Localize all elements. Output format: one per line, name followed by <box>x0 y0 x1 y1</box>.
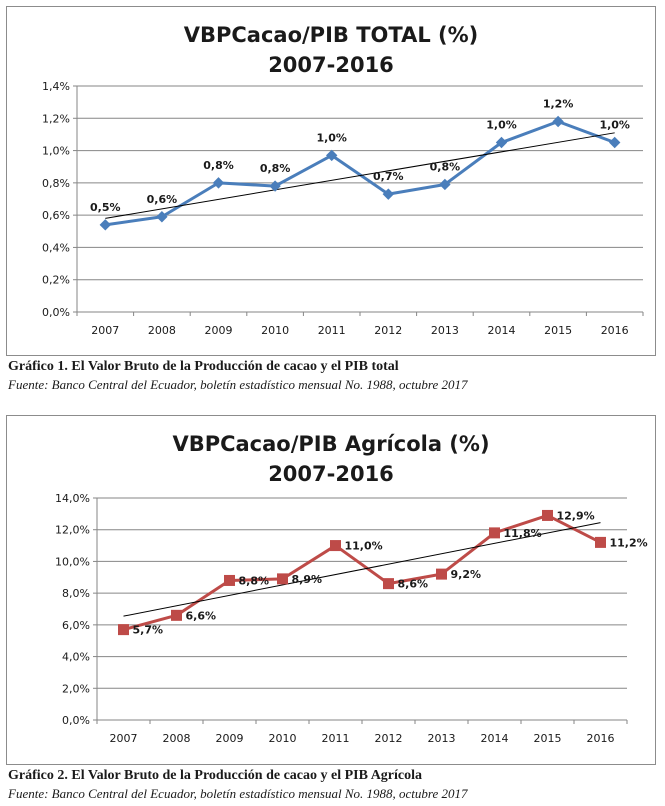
chart-2-x-tick-label: 2015 <box>534 732 562 745</box>
chart-2-data-label: 8,9% <box>292 573 323 586</box>
chart-2-data-label: 11,2% <box>610 536 648 549</box>
chart-2-data-point <box>224 574 235 586</box>
chart-1-plot: 0,0% 0,2% 0,4% 0,6% 0,8% 1,0% 1,2% 1,4% 2007 2008… <box>42 80 644 337</box>
chart-2-data-point <box>436 568 447 580</box>
chart-2-data-label: 8,8% <box>239 574 270 587</box>
chart-1-x-tick-label: 2010 <box>261 324 289 337</box>
chart-2-caption-title: Gráfico 2. El Valor Bruto de la Producci… <box>8 768 423 783</box>
chart-1-x-tick-label: 2013 <box>431 324 459 337</box>
chart-2-trendline <box>123 522 601 617</box>
chart-2-x-tick-label: 2007 <box>110 732 138 745</box>
chart-1-data-point <box>608 136 621 149</box>
chart-1-title-line1: VBPCacao/PIB TOTAL (%) <box>183 23 479 47</box>
chart-2-title-line2: 2007-2016 <box>268 462 394 486</box>
chart-1-y-tick-label: 1,0% <box>42 145 70 158</box>
chart-2-y-tick-label: 4,0% <box>62 651 90 664</box>
chart-2-x-tick-label: 2014 <box>481 732 509 745</box>
chart-1-x-tick-label: 2016 <box>601 324 629 337</box>
chart-1-trendline <box>105 132 615 219</box>
chart-2-x-tick-label: 2012 <box>375 732 403 745</box>
chart-1-y-tick-label: 1,2% <box>42 112 70 125</box>
chart-1-data-label: 1,0% <box>486 119 517 132</box>
chart-1-data-label: 0,5% <box>90 201 121 214</box>
chart-2-data-point <box>330 540 341 552</box>
chart-1-x-tick-label: 2015 <box>544 324 572 337</box>
chart-1-data-label: 0,8% <box>203 159 234 172</box>
chart-2-x-tick-label: 2009 <box>216 732 244 745</box>
chart-1-data-label: 1,0% <box>599 119 630 132</box>
chart-2-y-tick-label: 12,0% <box>55 524 90 537</box>
chart-1-series-line <box>105 120 616 227</box>
chart-2-data-label: 8,6% <box>398 578 429 591</box>
chart-1-title-line2: 2007-2016 <box>268 53 394 77</box>
chart-2-x-tick-label: 2013 <box>428 732 456 745</box>
chart-2-title-line1: VBPCacao/PIB Agrícola (%) <box>172 432 490 456</box>
chart-2-data-label: 12,9% <box>557 509 595 522</box>
chart-1-data-point <box>439 178 451 191</box>
chart-2-data-label: 6,6% <box>186 609 217 622</box>
chart-1-data-label: 0,8% <box>430 160 461 173</box>
chart-1-y-tick-label: 0,2% <box>42 274 70 287</box>
chart-2-data-point <box>171 609 182 621</box>
chart-1-y-tick-label: 0,6% <box>42 209 70 222</box>
chart-1-y-tick-label: 0,0% <box>42 306 70 319</box>
chart-2-data-point <box>595 536 606 548</box>
chart-2-data-label: 11,0% <box>345 540 383 553</box>
chart-2-y-tick-label: 0,0% <box>62 714 90 727</box>
chart-1-data-point <box>99 219 112 231</box>
chart-2-data-label: 9,2% <box>451 568 482 581</box>
chart-2-y-tick-label: 2,0% <box>62 682 90 695</box>
chart-2-caption-source: Fuente: Banco Central del Ecuador, bolet… <box>8 786 468 801</box>
chart-1-y-tick-label: 0,4% <box>42 241 70 254</box>
chart-2-data-label: 11,8% <box>504 527 542 540</box>
chart-2-x-tick-label: 2011 <box>322 732 350 745</box>
chart-2-series-line <box>123 513 602 632</box>
chart-2-container: VBPCacao/PIB Agrícola (%) 2007-2016 0,0%… <box>6 415 656 765</box>
chart-2-y-tick-label: 10,0% <box>55 555 90 568</box>
chart-2-data-point <box>118 624 129 636</box>
chart-1-data-label: 0,8% <box>260 162 291 175</box>
chart-1-data-point <box>269 180 281 192</box>
chart-1-data-label: 1,2% <box>543 98 574 111</box>
chart-1-x-tick-label: 2012 <box>374 324 402 337</box>
chart-1-data-point <box>495 136 508 149</box>
chart-2-data-point <box>542 509 553 521</box>
chart-1-x-tick-label: 2014 <box>488 324 516 337</box>
chart-2-y-tick-label: 8,0% <box>62 587 90 600</box>
chart-1-caption-title: Gráfico 1. El Valor Bruto de la Producci… <box>8 359 399 374</box>
chart-1-data-label: 0,7% <box>373 170 404 183</box>
chart-2-data-point <box>383 578 394 590</box>
chart-1-data-point <box>212 177 225 189</box>
chart-1-caption-source: Fuente: Banco Central del Ecuador, bolet… <box>8 377 468 392</box>
chart-2-y-tick-label: 6,0% <box>62 619 90 632</box>
chart-1-data-point <box>156 211 168 223</box>
chart-1-x-tick-label: 2008 <box>148 324 176 337</box>
chart-1-x-tick-label: 2007 <box>91 324 119 337</box>
chart-1-container: VBPCacao/PIB TOTAL (%) 2007-2016 0,0% 0,2… <box>6 6 656 356</box>
chart-2-plot: 0,0% 2,0% 4,0% 6,0% 8,0% 10,0% 12,0% 14,0% 2007 2… <box>55 492 648 745</box>
chart-1-y-tick-label: 0,8% <box>42 177 70 190</box>
chart-2-data-label: 5,7% <box>133 624 164 637</box>
chart-2-data-point <box>277 573 288 585</box>
chart-1-data-point <box>325 149 338 162</box>
chart-1-data-point <box>382 188 395 200</box>
chart-1-x-tick-label: 2009 <box>205 324 233 337</box>
chart-2-x-tick-label: 2008 <box>163 732 191 745</box>
chart-2-x-tick-label: 2010 <box>269 732 297 745</box>
chart-1-y-tick-label: 1,4% <box>42 80 70 93</box>
chart-2-x-tick-label: 2016 <box>587 732 615 745</box>
chart-2-data-point <box>489 527 500 539</box>
chart-1-data-point <box>552 115 564 128</box>
chart-1-data-label: 0,6% <box>147 193 178 206</box>
chart-1-data-label: 1,0% <box>316 131 347 144</box>
chart-1-x-tick-label: 2011 <box>318 324 346 337</box>
chart-2-y-tick-label: 14,0% <box>55 492 90 505</box>
